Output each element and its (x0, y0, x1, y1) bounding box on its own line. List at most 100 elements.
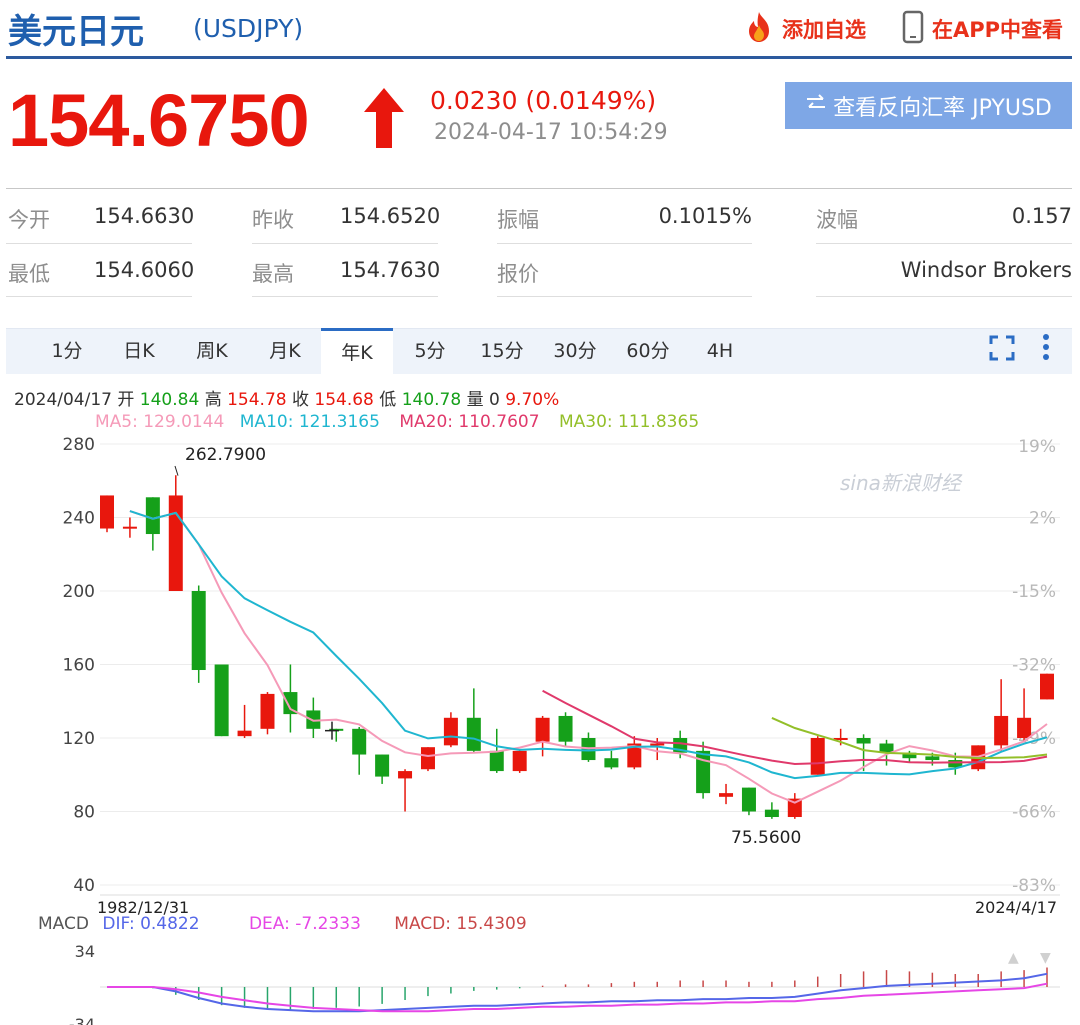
kline-high-label: 高 (204, 390, 222, 410)
candle-body (168, 495, 183, 591)
tab-8[interactable]: 60分 (626, 340, 670, 362)
stat-divider (252, 243, 438, 244)
pct-tick-label: -32% (1012, 656, 1056, 676)
stat-divider (252, 296, 438, 297)
kline-info: 2024/04/17 开 140.84 高 154.78 收 154.68 低 … (14, 385, 559, 410)
ma5-line (129, 510, 1048, 804)
y-tick-label: 280 (63, 435, 95, 455)
candle-body (145, 497, 160, 535)
macd-tick-label: -34 (69, 1015, 95, 1025)
dea-line (107, 982, 1048, 1013)
stat-divider (6, 296, 192, 297)
tab-1[interactable]: 日K (123, 340, 155, 362)
candle-body (719, 793, 734, 797)
y-tick-label: 160 (63, 656, 95, 676)
tab-6[interactable]: 15分 (480, 340, 524, 362)
ma30-value: MA30: 111.8365 (558, 412, 700, 432)
period-tabbar: 1分 日K 周K 月K 年K 5分 15分 30分 60分 4H (6, 328, 1072, 377)
kline-low-label: 低 (379, 390, 397, 410)
candle-body (535, 717, 550, 742)
swap-icon (805, 93, 827, 119)
ma10-line (129, 510, 1048, 780)
candle-body (902, 752, 917, 759)
macd-label: MACD (38, 914, 89, 934)
high-value: 154.7630 (340, 258, 441, 282)
kline-open-label: 开 (117, 390, 135, 410)
y-tick-label: 40 (73, 876, 95, 896)
candle-body (1017, 717, 1032, 738)
open-app-label: 在APP中查看 (932, 18, 1064, 42)
add-watchlist-button[interactable]: 添加自选 (742, 10, 866, 48)
pct-tick-label: -83% (1012, 876, 1056, 896)
kline-low: 140.78 (401, 390, 462, 410)
tab-5[interactable]: 5分 (414, 340, 446, 362)
candle-body (925, 756, 940, 761)
y-tick-label: 80 (73, 803, 95, 823)
tab-4[interactable]: 年K (321, 328, 393, 377)
candle-body (856, 738, 871, 744)
tab-0[interactable]: 1分 (51, 340, 83, 362)
x-start-label: 1982/12/31 (97, 898, 189, 915)
y-tick-label: 120 (63, 729, 95, 749)
tab-9[interactable]: 4H (706, 340, 734, 362)
ma-info: MA5: 129.0144 MA10: 121.3165 MA20: 110.7… (95, 412, 699, 432)
ma30-line (771, 716, 1048, 760)
candle-body (512, 750, 527, 772)
arrow-up-icon (362, 86, 406, 154)
symbol-code: (USDJPY) (193, 14, 304, 43)
y-tick-label: 240 (63, 509, 95, 529)
stat-divider (497, 243, 752, 244)
candle-body (214, 664, 229, 737)
flame-icon (742, 10, 776, 48)
kline-open: 140.84 (139, 390, 200, 410)
stat-divider (6, 243, 192, 244)
candle-body (994, 715, 1009, 746)
candle-body (466, 717, 481, 751)
kline-vol-label: 量 (466, 390, 484, 410)
quote-timestamp: 2024-04-17 10:54:29 (434, 120, 668, 145)
candle-body (329, 728, 344, 731)
macd-value: MACD: 15.4309 (394, 914, 527, 934)
open-app-button[interactable]: 在APP中查看 (902, 10, 1063, 48)
quote-source-label: 报价 (497, 262, 539, 286)
stat-divider (497, 296, 752, 297)
candle-body (948, 760, 963, 768)
fullscreen-icon[interactable] (989, 335, 1015, 365)
macd-info: MACD DIF: 0.4822 DEA: -7.2333 MACD: 15.4… (38, 914, 527, 934)
ma5-value: MA5: 129.0144 (95, 412, 225, 432)
kline-pct: 9.70% (505, 390, 560, 410)
candle-body (810, 738, 825, 775)
amplitude-value: 0.1015% (658, 204, 752, 228)
more-vertical-icon[interactable] (1039, 333, 1053, 365)
macd-tick-label: 34 (75, 942, 95, 961)
kline-close-label: 收 (291, 390, 309, 410)
low-label: 最低 (8, 262, 50, 286)
pct-tick-label: 19% (1018, 437, 1056, 457)
current-price: 154.6750 (8, 79, 310, 162)
scroll-down-icon: ▼ (1040, 950, 1051, 966)
candle-body (420, 747, 435, 770)
max-price-label: 262.7900 (185, 445, 266, 465)
tab-3[interactable]: 月K (269, 340, 301, 362)
open-value: 154.6630 (94, 204, 195, 228)
reverse-rate-button[interactable]: 查看反向汇率 JPYUSD (785, 82, 1072, 129)
stat-divider (816, 243, 1072, 244)
candle-body (627, 743, 642, 768)
kline-high: 154.78 (227, 390, 287, 410)
ma20-line (542, 689, 1048, 766)
tab-7[interactable]: 30分 (553, 340, 597, 362)
candle-body (604, 758, 619, 768)
tab-2[interactable]: 周K (196, 340, 228, 362)
add-watchlist-label: 添加自选 (782, 18, 866, 42)
pct-tick-label: 2% (1029, 509, 1056, 529)
low-value: 154.6060 (94, 258, 195, 282)
kline-chart[interactable]: 280 19%240 2%200 -15%160 -32%120 -49%80 -66%40… (0, 430, 1080, 915)
y-tick-label: 200 (63, 582, 95, 602)
candle-body (375, 754, 390, 777)
candle-body (833, 738, 848, 740)
ma10-value: MA10: 121.3165 (239, 412, 380, 432)
candle-body (558, 715, 573, 742)
scroll-up-icon: ▲ (1008, 950, 1019, 966)
pct-tick-label: -15% (1012, 582, 1056, 602)
candle-body (191, 591, 206, 671)
